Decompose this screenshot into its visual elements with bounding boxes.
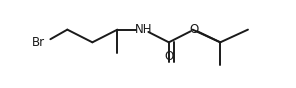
Text: O: O <box>164 51 173 64</box>
Text: NH: NH <box>135 23 152 36</box>
Text: Br: Br <box>32 36 45 49</box>
Text: O: O <box>189 23 199 36</box>
